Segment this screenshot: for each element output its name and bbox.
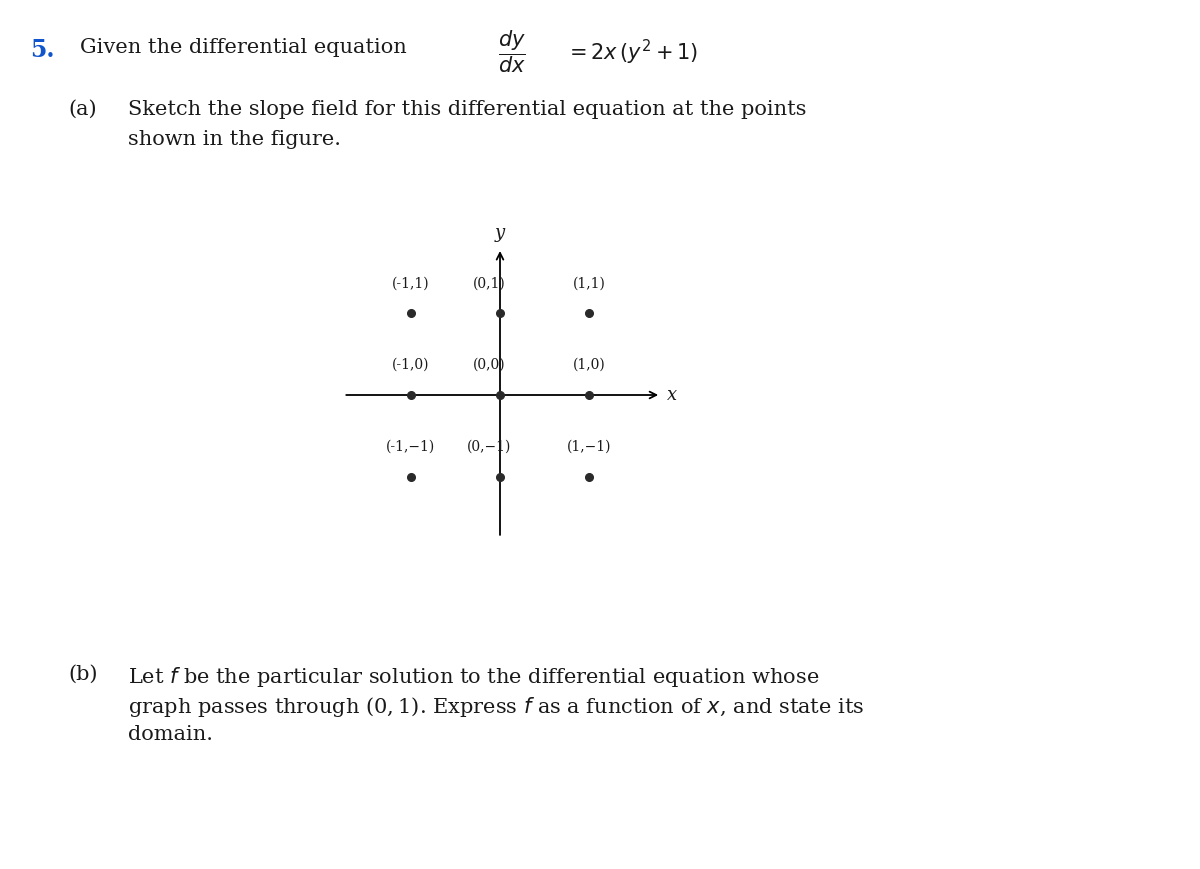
Text: x: x (667, 386, 678, 404)
Text: (-1,0): (-1,0) (391, 358, 430, 372)
Text: (1,1): (1,1) (574, 276, 606, 290)
Text: (1,−1): (1,−1) (568, 440, 612, 454)
Text: shown in the figure.: shown in the figure. (128, 130, 341, 149)
Text: $= 2x\,(y^2 + 1)$: $= 2x\,(y^2 + 1)$ (565, 38, 698, 67)
Text: $\dfrac{dy}{dx}$: $\dfrac{dy}{dx}$ (498, 28, 526, 75)
Text: domain.: domain. (128, 725, 214, 744)
Text: 5.: 5. (30, 38, 54, 62)
Text: (-1,−1): (-1,−1) (386, 440, 436, 454)
Text: (a): (a) (68, 100, 97, 119)
Text: (0,−1): (0,−1) (467, 440, 511, 454)
Text: (0,0): (0,0) (473, 358, 505, 372)
Text: (-1,1): (-1,1) (391, 276, 430, 290)
Text: (b): (b) (68, 665, 97, 684)
Text: (1,0): (1,0) (574, 358, 606, 372)
Text: graph passes through (0, 1). Express $f$ as a function of $x$, and state its: graph passes through (0, 1). Express $f$… (128, 695, 864, 719)
Text: y: y (494, 224, 505, 242)
Text: Sketch the slope field for this differential equation at the points: Sketch the slope field for this differen… (128, 100, 806, 119)
Text: (0,1): (0,1) (473, 276, 505, 290)
Text: Given the differential equation: Given the differential equation (80, 38, 407, 57)
Text: Let $f$ be the particular solution to the differential equation whose: Let $f$ be the particular solution to th… (128, 665, 820, 689)
